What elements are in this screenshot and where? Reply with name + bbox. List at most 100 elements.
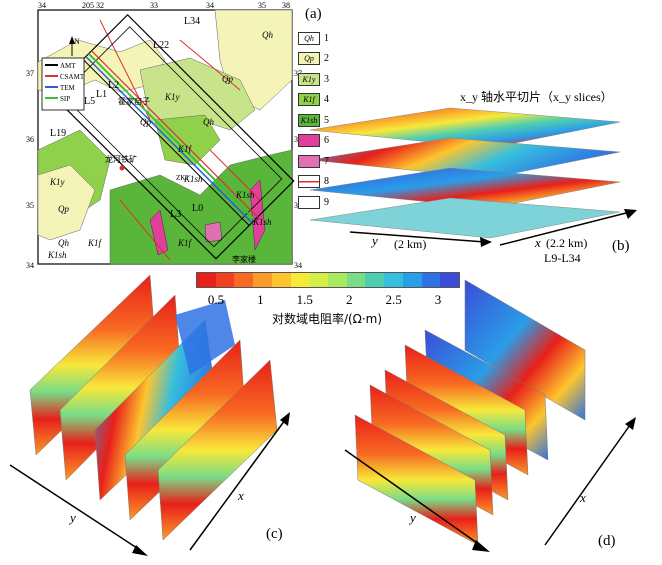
legend-swatch [298, 195, 320, 209]
survey-legend-label: TEM [60, 84, 76, 92]
panel-c-x-label: x [237, 488, 244, 503]
survey-legend-label: AMT [60, 62, 76, 70]
map-unit-label: K1f [177, 144, 193, 154]
colorbar-cell [309, 273, 329, 287]
panel-b-x-axis [499, 211, 631, 246]
map-unit-label: Qh [203, 117, 214, 127]
place-label-huojia: 霍家窑子 [118, 96, 150, 106]
panel-b-label: (b) [612, 238, 630, 254]
legend-number: 4 [324, 94, 329, 106]
colorbar-ticks: 0.5 1 1.5 2 2.5 3 [196, 292, 458, 308]
survey-legend: AMT CSAMT TEM SIP [45, 62, 85, 103]
map-unit-label: K1sh [235, 190, 255, 200]
legend-item: 6 [298, 131, 362, 152]
panel-d-x-axis [544, 424, 631, 546]
grid-top-label: 205 [82, 1, 94, 10]
legend-item: Qh 1 [298, 28, 362, 49]
colorbar-tick-label: 1 [257, 292, 264, 307]
grid-top-label: 38 [282, 1, 290, 10]
colorbar-tick-label: 3 [434, 292, 442, 307]
fault-line-4 [209, 149, 261, 201]
colorbar-cell [365, 273, 385, 287]
colorbar-cell [384, 273, 403, 287]
grid-top-label: 34 [206, 1, 214, 10]
colorbar-cell [253, 273, 272, 287]
legend-number: 3 [324, 73, 329, 85]
grid-top-label: 35 [258, 1, 266, 10]
map-unit-label: Qh [58, 238, 69, 248]
legend-swatch: K1f [298, 93, 320, 107]
legend-item: K1y 3 [298, 69, 362, 90]
colorbar-tick-label: 1.5 [296, 292, 313, 307]
place-label-longhe: 龙河铁矿 [105, 154, 137, 164]
map-unit-label: K1sh [183, 174, 203, 184]
colorbar-strip [196, 272, 460, 288]
panel-b-y-span: (2 km) [394, 237, 426, 251]
map-unit-label: Qh [262, 30, 273, 40]
legend-swatch: K1sh [298, 113, 320, 127]
geology-legend: Qh 1 Qp 2 K1y 3 K1f 4 K1sh 5 6 7 8 9 [298, 28, 362, 213]
grid-left-label: 34 [26, 261, 34, 270]
grid-top-label: 34 [38, 1, 46, 10]
map-unit-label: K1f [177, 238, 193, 248]
panel-b-slices [309, 107, 621, 239]
legend-number: 6 [324, 135, 329, 147]
panel-c-y-axis [9, 464, 141, 551]
survey-grid [48, 13, 295, 260]
survey-line-label: L3 [170, 209, 181, 220]
grid-left-labels: 37 36 35 34 [26, 69, 34, 270]
legend-swatch [298, 175, 320, 189]
panel-b-title: x_y 轴水平切片（x_y slices） [460, 89, 613, 104]
map-unit-labels: Qh Qp K1y Qp Qh K1f K1sh K1y Qp Qh K1sh K1f K1f K1sh K… [47, 30, 273, 260]
colorbar-cell [234, 273, 254, 287]
map-unit-label: K1sh [252, 217, 272, 227]
survey-legend-label: SIP [60, 95, 70, 103]
panel-b-x-span: (2.2 km) [546, 236, 587, 250]
colorbar-cell [271, 273, 291, 287]
panel-d-label: (d) [598, 533, 616, 549]
legend-item: Qp 2 [298, 49, 362, 70]
map-unit-label: K1sh [47, 250, 67, 260]
survey-line-label: L5 [84, 96, 95, 107]
legend-swatch [298, 134, 320, 148]
grid-right-label: 34 [294, 261, 302, 270]
borehole-dot [119, 165, 125, 171]
panel-d-y-label: y [408, 510, 416, 525]
survey-line-label: L1 [96, 89, 107, 100]
legend-swatch: Qh [298, 31, 320, 45]
panel-b-y-axis [349, 231, 486, 243]
map-unit-label: K1f [87, 238, 103, 248]
panel-b-x-label: x [534, 235, 541, 250]
legend-swatch: K1y [298, 72, 320, 86]
slice-4 [309, 197, 621, 239]
legend-swatch [298, 154, 320, 168]
map-unit-label: K1y [164, 92, 180, 102]
colorbar-cell [197, 273, 216, 287]
legend-number: 7 [324, 155, 329, 167]
dike-magenta-1 [249, 179, 266, 251]
map-unit-label: Qp [140, 117, 151, 127]
colorbar-tick-label: 2.5 [385, 292, 402, 307]
survey-line-label: L0 [192, 203, 203, 214]
fault-line-2 [179, 39, 241, 91]
map-unit-label: Qp [222, 74, 233, 84]
legend-item: K1f 4 [298, 90, 362, 111]
colorbar: 0.5 1 1.5 2 2.5 3 对数域电阻率/(Ω·m) [196, 272, 460, 327]
colorbar-label: 对数域电阻率/(Ω·m) [271, 312, 383, 326]
map-unit-label: K1y [49, 177, 65, 187]
survey-legend-box [41, 57, 85, 111]
panel-d-x-label: x [579, 490, 586, 505]
panel-b-y-label: y [370, 233, 378, 248]
panel-d-y-axis [344, 449, 481, 546]
survey-line-label: L22 [153, 40, 169, 51]
panel-c-label: (c) [266, 526, 283, 542]
legend-number: 5 [324, 114, 329, 126]
survey-line-label: L2 [108, 80, 119, 91]
unit-qp-area-3 [37, 164, 96, 241]
panel-a-label: (a) [305, 6, 322, 22]
dike-magenta-2 [149, 209, 169, 256]
survey-line-label: L34 [184, 16, 200, 27]
north-label: N [74, 37, 80, 46]
